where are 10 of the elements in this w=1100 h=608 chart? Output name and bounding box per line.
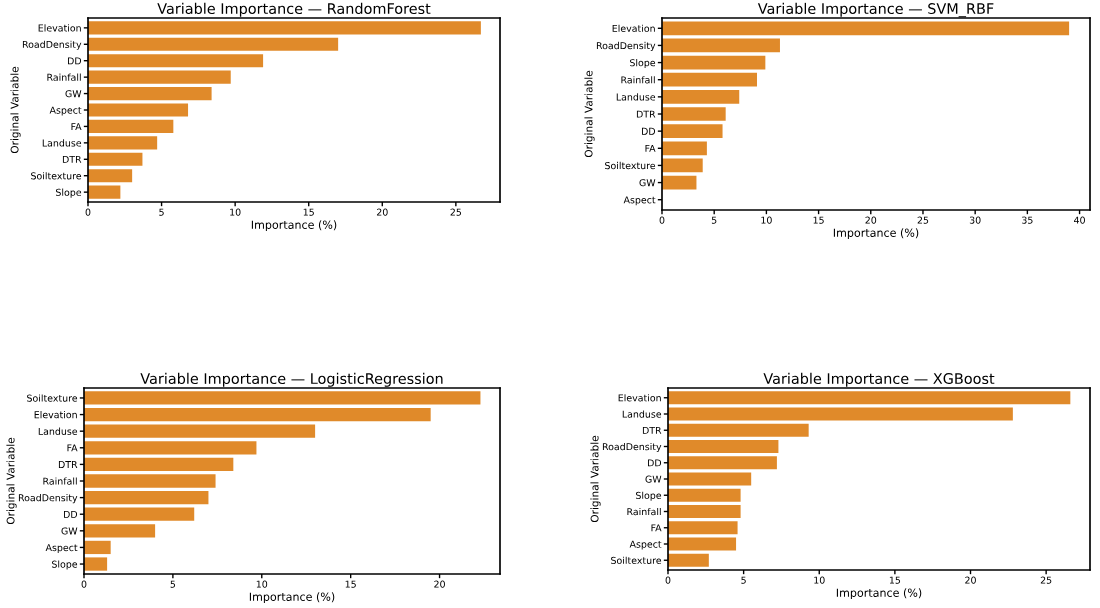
- bar: [662, 21, 1070, 36]
- bar: [668, 553, 709, 567]
- bar: [662, 55, 766, 70]
- bar: [668, 472, 752, 486]
- bar: [662, 38, 780, 53]
- bar: [668, 537, 737, 551]
- bar: [662, 158, 703, 173]
- bar: [88, 185, 121, 199]
- bar: [662, 175, 697, 190]
- bar: [88, 21, 481, 35]
